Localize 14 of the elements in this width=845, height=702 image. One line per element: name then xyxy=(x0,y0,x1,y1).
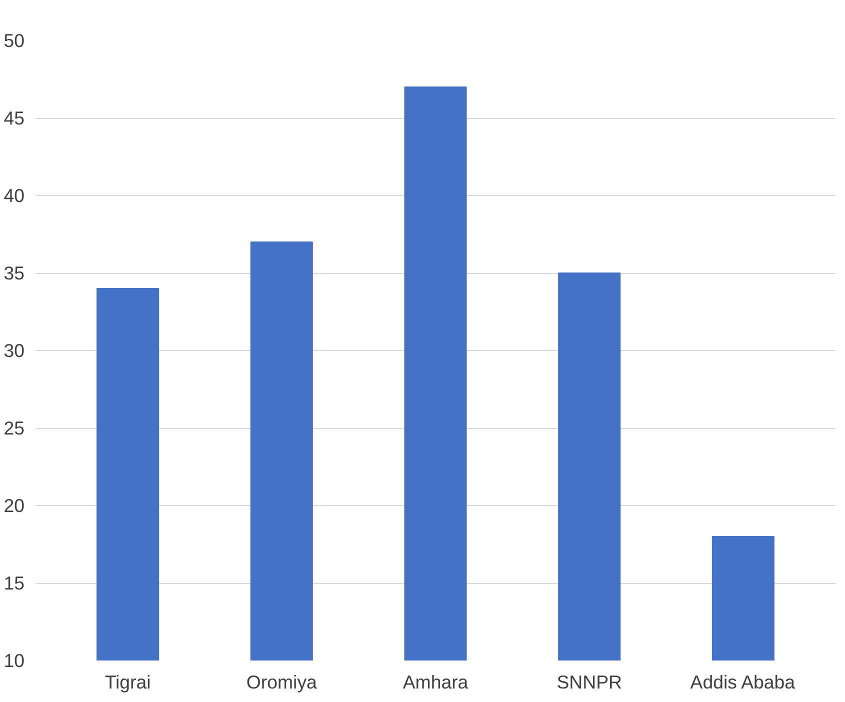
y-tick-label: 15 xyxy=(4,572,25,594)
x-tick-label: Amhara xyxy=(402,672,469,692)
x-tick-label: SNNPR xyxy=(556,672,622,692)
y-tick-label: 40 xyxy=(4,185,25,206)
x-tick-label: Addis Ababa xyxy=(690,672,796,692)
y-tick-label: 20 xyxy=(4,495,25,516)
y-tick-label: 25 xyxy=(4,418,25,438)
y-tick-label: 35 xyxy=(4,262,25,284)
x-tick-label: Oromiya xyxy=(246,672,318,692)
y-tick-label: 30 xyxy=(4,340,25,361)
x-tick-label: Tigrai xyxy=(104,672,151,692)
y-tick-label: 10 xyxy=(4,650,25,671)
y-tick-label: 50 xyxy=(4,30,25,51)
y-tick-label: 45 xyxy=(4,108,25,128)
